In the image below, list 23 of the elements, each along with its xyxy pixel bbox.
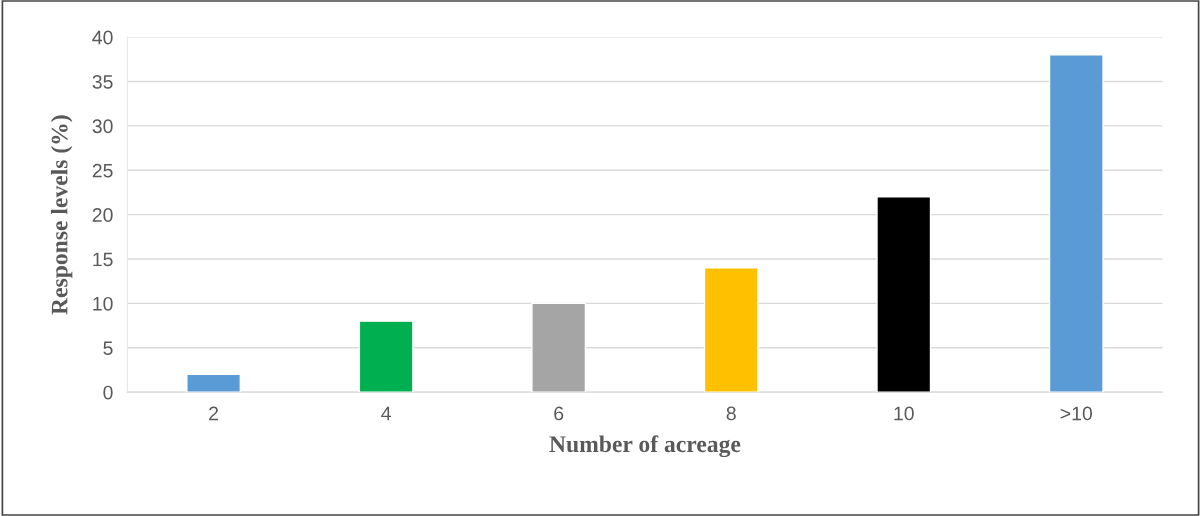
bar xyxy=(186,373,242,393)
y-tick-label: 0 xyxy=(103,385,113,400)
y-tick-label: 35 xyxy=(92,75,113,89)
bar xyxy=(1048,54,1104,393)
y-axis-title: Response levels (%) xyxy=(50,115,73,315)
bar xyxy=(358,320,414,393)
bar xyxy=(703,267,759,393)
x-tick-label: 6 xyxy=(554,406,564,421)
x-tick-label: 2 xyxy=(209,406,219,421)
y-tick-label: 40 xyxy=(92,30,113,45)
bar xyxy=(876,196,932,393)
y-tick-label: 10 xyxy=(93,296,113,311)
x-axis-title: Number of acreage xyxy=(549,435,741,458)
x-tick-label: 4 xyxy=(381,406,391,421)
y-tick-label: 5 xyxy=(103,341,113,356)
y-tick-label: 15 xyxy=(93,252,113,267)
y-tick-label: 20 xyxy=(92,208,113,222)
x-tick-label: >10 xyxy=(1060,406,1093,421)
y-tick-label: 30 xyxy=(92,119,113,134)
bar xyxy=(531,302,587,393)
y-tick-label: 25 xyxy=(92,163,113,178)
x-tick-label: 8 xyxy=(726,406,736,421)
x-tick-label: 10 xyxy=(894,406,914,421)
